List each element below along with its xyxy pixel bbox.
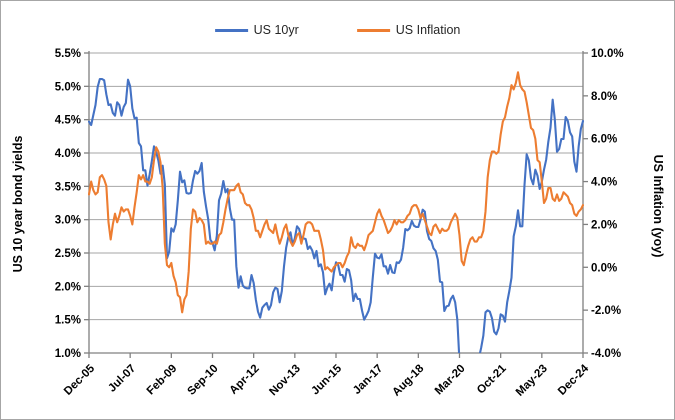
left-axis-tick-label: 4.5% [55, 115, 81, 127]
x-axis-tick-label: Jul-07 [106, 363, 138, 395]
right-axis-tick-label: 10.0% [591, 48, 624, 60]
legend-label-us-inflation: US Inflation [395, 23, 461, 37]
x-axis-tick-label: Dec-24 [556, 362, 592, 398]
right-axis-tick-label: 6.0% [591, 134, 617, 146]
x-axis-tick-label: Oct-21 [475, 362, 509, 396]
x-axis-tick-label: Mar-20 [433, 363, 468, 398]
x-axis-tick-label: Jan-17 [351, 363, 385, 397]
us-10yr-line [88, 77, 584, 353]
right-axis-tick-label: -4.0% [591, 348, 621, 360]
left-axis-tick-label: 2.5% [55, 248, 81, 260]
right-axis-tick-label: -2.0% [591, 305, 621, 317]
legend-item-us-inflation: US Inflation [356, 23, 461, 37]
left-axis-tick-label: 1.5% [55, 315, 81, 327]
chart-legend: US 10yr US Inflation [214, 23, 461, 37]
left-axis-tick-label: 2.0% [55, 281, 81, 293]
x-axis-tick-label: May-23 [514, 363, 550, 399]
left-axis-tick-label: 5.0% [55, 81, 81, 93]
us-inflation-line [88, 71, 584, 314]
x-axis-tick-label: Dec-05 [62, 362, 98, 398]
left-axis-tick-label: 3.5% [55, 181, 81, 193]
left-axis-tick-label: 1.0% [55, 348, 81, 360]
right-axis-tick-label: 4.0% [591, 177, 617, 189]
x-axis-tick-label: Apr-12 [228, 363, 262, 397]
legend-item-us-10yr: US 10yr [214, 23, 299, 37]
left-axis-tick-label: 4.0% [55, 148, 81, 160]
right-axis-tick-label: 0.0% [591, 262, 617, 274]
x-axis-tick-label: Sep-10 [185, 363, 220, 398]
x-axis-tick-label: Feb-09 [145, 363, 180, 398]
right-axis-tick-label: 8.0% [591, 91, 617, 103]
right-axis-tick-label: 2.0% [591, 219, 617, 231]
x-axis-tick-label: Nov-13 [267, 363, 303, 399]
x-axis-tick-label: Aug-18 [390, 362, 426, 398]
x-axis-tick-label: Jun-15 [309, 362, 344, 397]
us-10yr-line-marker-icon [214, 28, 248, 32]
left-axis-tick-label: 3.0% [55, 215, 81, 227]
left-axis-tick-label: 5.5% [55, 48, 81, 60]
legend-label-us-10yr: US 10yr [253, 23, 299, 37]
us-inflation-line-marker-icon [356, 28, 390, 32]
